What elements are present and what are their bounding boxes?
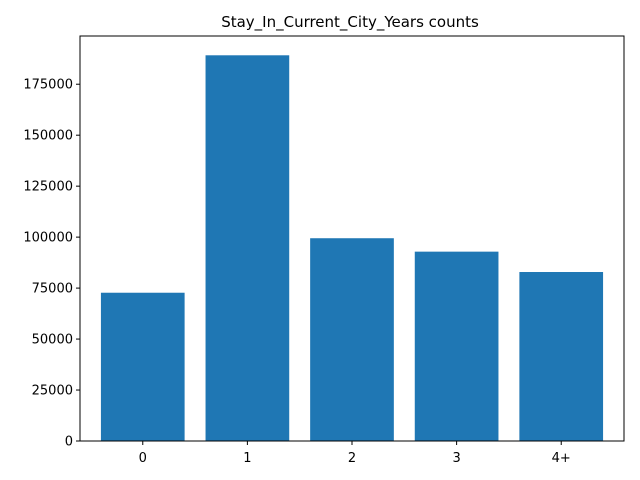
bar-2: [310, 238, 394, 441]
x-tick-label: 3: [452, 451, 460, 466]
y-tick-label: 25000: [32, 384, 73, 399]
y-tick-label: 175000: [23, 78, 73, 93]
y-tick-label: 125000: [23, 180, 73, 195]
chart-title: Stay_In_Current_City_Years counts: [221, 13, 479, 32]
y-tick-label: 75000: [32, 282, 73, 297]
y-tick-label: 150000: [23, 129, 73, 144]
x-tick-label: 0: [139, 451, 147, 466]
x-tick-label: 4+: [552, 451, 571, 466]
x-tick-label: 1: [243, 451, 251, 466]
y-tick-label: 100000: [23, 231, 73, 246]
bar-0: [100, 292, 185, 441]
bar-4+: [519, 272, 604, 441]
y-tick-label: 0: [65, 435, 73, 450]
bar-1: [205, 55, 290, 441]
bar-3: [414, 251, 499, 441]
x-tick-label: 2: [348, 451, 356, 466]
bars-group: [100, 55, 604, 441]
plot-frame: [79, 35, 625, 442]
y-axis: 0 25000 50000 75000 100000 125000 150000 175000: [23, 78, 80, 450]
x-axis: 0 1 2 3 4+: [139, 441, 571, 466]
y-tick-label: 50000: [32, 333, 73, 348]
